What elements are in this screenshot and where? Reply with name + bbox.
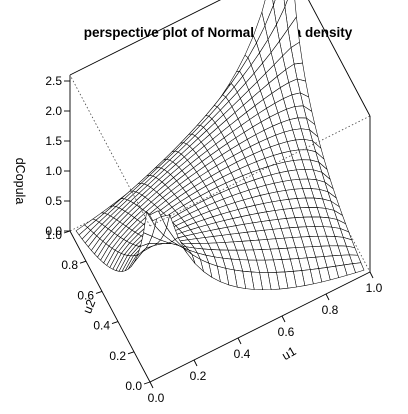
x-tick-mark <box>237 337 242 345</box>
y-tick-label: 0.0 <box>125 379 142 393</box>
x-tick-mark <box>281 315 286 323</box>
y-tick-mark <box>95 290 103 294</box>
x-axis: u1 0.0 0.2 0.4 0.6 0.8 1.0 <box>148 271 383 405</box>
y-tick-label: 0.4 <box>93 319 110 333</box>
y-tick-label: 0.8 <box>61 258 78 272</box>
x-tick-label: 0.2 <box>190 369 207 383</box>
z-tick-label: 0.5 <box>45 194 62 208</box>
box-edge <box>308 0 371 117</box>
x-tick-label: 0.0 <box>148 391 165 405</box>
y-axis-label: u2 <box>80 297 98 315</box>
z-axis-label: dCopula <box>13 158 27 205</box>
box-edge <box>149 115 371 227</box>
y-axis: u2 0.0 0.2 0.4 0.6 0.8 1.0 <box>45 228 151 393</box>
box-edge <box>69 230 151 383</box>
z-tick-label: 1.5 <box>45 134 62 148</box>
z-tick-label: 2.5 <box>45 74 62 88</box>
box-edge <box>69 74 151 227</box>
x-tick-label: 0.8 <box>322 303 339 317</box>
x-tick-mark <box>369 271 374 279</box>
x-tick-label: 1.0 <box>366 281 383 295</box>
y-tick-mark <box>127 351 135 355</box>
x-tick-mark <box>149 381 154 389</box>
z-tick-label: 2.0 <box>45 104 62 118</box>
x-tick-label: 0.6 <box>278 325 295 339</box>
z-tick-label: 0.0 <box>45 224 62 238</box>
y-tick-mark <box>143 381 151 385</box>
surface-facet <box>149 210 162 222</box>
z-tick-label: 1.0 <box>45 164 62 178</box>
y-tick-label: 0.2 <box>109 349 126 363</box>
chart-title: perspective plot of Normal copula densit… <box>84 25 353 40</box>
x-tick-mark <box>325 293 330 301</box>
y-tick-label: 0.6 <box>77 288 94 302</box>
y-tick-mark <box>63 230 71 234</box>
x-tick-mark <box>193 359 198 367</box>
copula-surface-mesh <box>75 0 365 291</box>
visible-box-edges <box>69 0 371 383</box>
z-axis: dCopula 0.0 0.5 1.0 1.5 2.0 2.5 <box>13 74 70 238</box>
y-tick-mark <box>79 260 87 264</box>
y-tick-mark <box>111 321 119 325</box>
box-edge <box>69 0 222 76</box>
x-axis-label: u1 <box>279 344 298 363</box>
box-edge <box>149 271 371 383</box>
x-tick-label: 0.4 <box>234 347 251 361</box>
y-tick-label: 1.0 <box>45 228 62 242</box>
